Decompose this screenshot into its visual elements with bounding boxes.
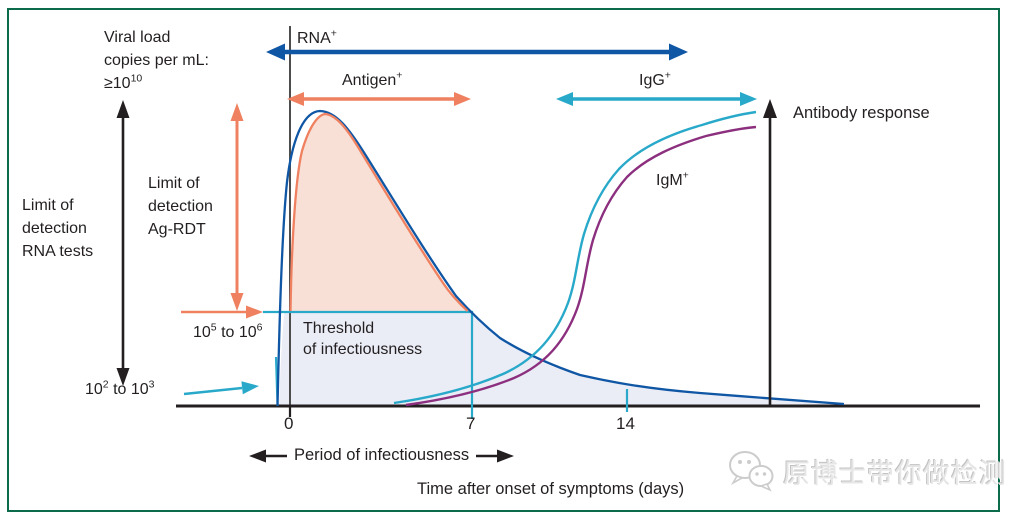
rna-lod-pointer (183, 381, 259, 396)
antibody-arrow-head (763, 99, 777, 118)
viral-load-axis-label: Viral load copies per mL: ≥1010 (104, 26, 209, 95)
antibody-response-arrow (763, 99, 777, 406)
x-axis-title: Time after onset of symptoms (days) (417, 480, 685, 498)
antigen-positive-arrow (287, 92, 471, 106)
tick-label-14: 14 (616, 414, 635, 433)
agrdt-lod-range-label: 105 to 106 (193, 321, 263, 341)
rna-positive-arrow (266, 43, 688, 61)
lod-agrdt-arrow-bottom-head (230, 293, 244, 311)
rna-positive-label: RNA+ (297, 27, 337, 47)
rna-lod-range-label: 102 to 103 (85, 378, 155, 398)
lod-agrdt-range-arrow (230, 103, 244, 311)
antigen-arrow-right-head (454, 92, 471, 106)
lod-rna-arrow-bottom-head (116, 368, 130, 386)
igg-curve (393, 110, 757, 405)
rna-lod-pointer-head (241, 381, 259, 395)
antigen-arrow-left-head (287, 92, 304, 106)
lod-agrdt-arrow-top-head (230, 103, 244, 121)
above-threshold-area (290, 113, 469, 311)
lod-rna-arrow-top-head (116, 100, 130, 118)
wechat-icon (729, 451, 774, 492)
threshold-label: Threshold of infectiousness (303, 320, 423, 358)
rna-lod-pointer-shaft (183, 386, 243, 396)
rna-arrow-right-head (669, 43, 688, 61)
curves (276, 109, 845, 407)
igm-curve (405, 125, 757, 407)
igg-arrow-right-head (740, 92, 757, 106)
igg-positive-arrow (556, 92, 757, 106)
viral-load-line3: ≥1010 (104, 72, 143, 92)
igm-label: IgM+ (656, 169, 689, 189)
below-threshold-area (279, 312, 843, 406)
lod-rna-label: Limit of detection RNA tests (22, 197, 94, 260)
viral-load-line2: copies per mL: (104, 52, 209, 69)
period-left-arrow-icon (249, 449, 287, 462)
watermark-text: 原博士带你做检测 (783, 458, 1007, 489)
tick-label-0: 0 (284, 414, 294, 433)
antigen-positive-label: Antigen+ (342, 69, 403, 89)
period-label: Period of infectiousness (294, 446, 470, 464)
viral-load-line1: Viral load (104, 29, 171, 46)
lod-agrdt-label: Limit of detection Ag-RDT (148, 175, 213, 238)
tick-label-7: 7 (466, 414, 476, 433)
period-of-infectiousness: Period of infectiousness (249, 446, 515, 465)
antibody-response-label: Antibody response (793, 104, 930, 122)
infectiousness-shaded-region (279, 113, 843, 406)
period-right-arrow-icon (476, 449, 515, 462)
antigen-curve (289, 112, 469, 312)
agrdt-pointer-head (246, 305, 263, 319)
watermark: 原博士带你做检测 (727, 448, 1007, 494)
agrdt-threshold-pointer (181, 305, 263, 319)
igg-arrow-left-head (556, 92, 573, 106)
igg-positive-label: IgG+ (639, 69, 671, 89)
lod-rna-range-arrow (116, 100, 130, 386)
rna-arrow-left-head (266, 43, 285, 61)
viral-load-curve (276, 109, 845, 407)
